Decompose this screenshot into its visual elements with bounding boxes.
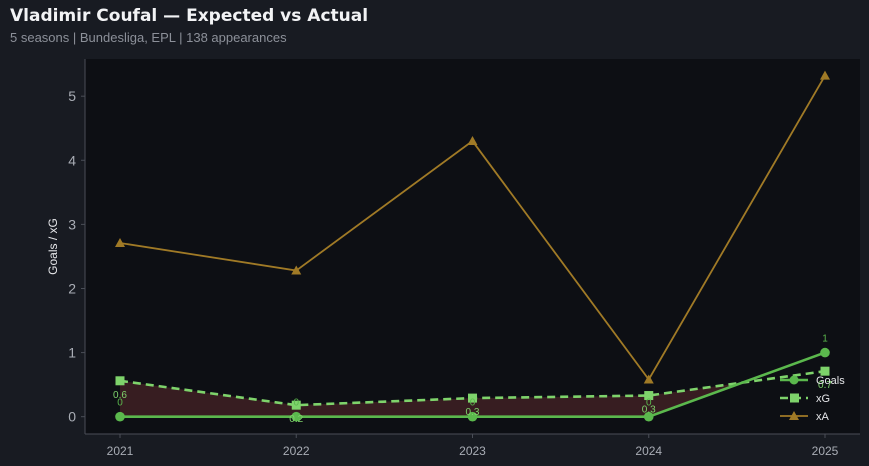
goals-data-label: 0 — [646, 398, 652, 409]
legend-xg-marker — [790, 393, 799, 403]
xg-point — [115, 376, 125, 386]
goals-data-label: 0 — [293, 398, 299, 409]
x-tick-label: 2023 — [459, 444, 486, 458]
xg-point — [820, 366, 830, 376]
xa-point — [643, 374, 654, 384]
y-tick-label: 1 — [68, 345, 76, 361]
data-label-layer: 0 0 0 0 1 0.6 0.2 0.3 0.3 0.7 — [113, 334, 832, 426]
plot-area — [85, 59, 860, 434]
y-axis-label: Goals / xG — [46, 218, 60, 275]
legend-xa-marker — [789, 411, 799, 420]
xa-point — [467, 136, 478, 146]
goals-data-label: 1 — [822, 334, 828, 345]
xg-data-label: 0.3 — [466, 407, 480, 418]
xg-point — [291, 400, 301, 410]
legend-label: xG — [816, 393, 830, 405]
goals-point — [467, 411, 478, 422]
xg-data-label: 0.7 — [818, 380, 832, 391]
xg-point — [468, 393, 477, 403]
y-tick-label: 4 — [68, 152, 76, 168]
goals-point — [115, 411, 125, 422]
legend-goals-marker — [789, 375, 799, 385]
goals-point — [291, 411, 302, 422]
xa-point — [115, 237, 125, 247]
goals-point — [820, 347, 830, 358]
xg-data-label: 0.3 — [642, 405, 656, 416]
x-tick-label: 2024 — [635, 444, 662, 458]
xg-goals-fill-layer — [120, 380, 743, 417]
y-tick-label: 5 — [68, 88, 76, 104]
xg-data-label: 0.2 — [289, 414, 303, 425]
xa-point — [820, 70, 830, 80]
goals-data-label: 0 — [470, 398, 476, 409]
series-layer — [115, 70, 830, 422]
xg-over-goals-fill — [120, 380, 743, 417]
y-tick-label: 2 — [68, 280, 76, 296]
y-tick-label: 0 — [68, 409, 76, 425]
page-subtitle: 5 seasons | Bundesliga, EPL | 138 appear… — [10, 30, 287, 45]
xg-point — [644, 391, 654, 401]
xg-data-label: 0.6 — [113, 390, 127, 401]
xa-point — [291, 265, 302, 275]
x-tick-label: 2025 — [812, 444, 839, 458]
goals-point — [643, 411, 654, 422]
x-tick-label: 2022 — [283, 444, 310, 458]
legend-label: Goals — [816, 375, 845, 387]
goals-data-label: 0 — [117, 398, 123, 409]
page-title: Vladimir Coufal — Expected vs Actual — [10, 6, 369, 26]
axes: 0 1 2 3 4 5 2021 2022 2023 2024 2025 Goals / xG — [46, 59, 860, 458]
legend: Goals xG xA — [780, 375, 845, 423]
legend-label: xA — [816, 411, 830, 423]
x-tick-label: 2021 — [107, 444, 134, 458]
y-tick-label: 3 — [68, 216, 76, 232]
